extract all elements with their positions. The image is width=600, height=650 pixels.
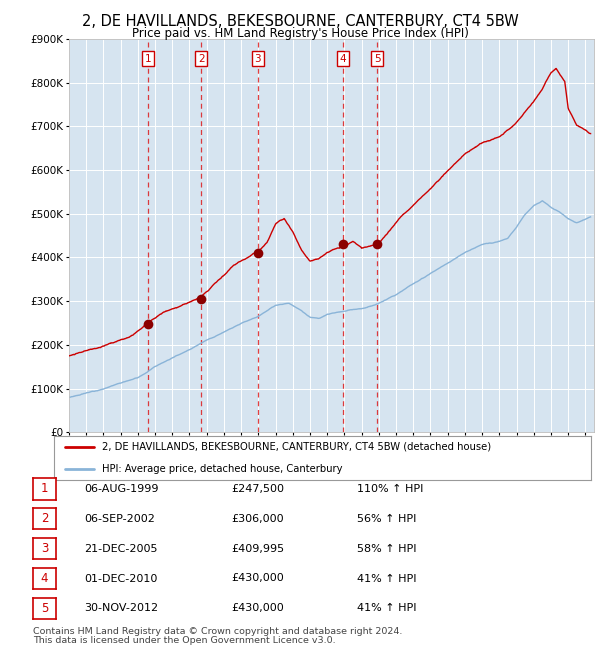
Text: 30-NOV-2012: 30-NOV-2012 bbox=[84, 603, 158, 614]
Text: £430,000: £430,000 bbox=[231, 573, 284, 584]
Text: 06-SEP-2002: 06-SEP-2002 bbox=[84, 514, 155, 524]
Text: 5: 5 bbox=[41, 602, 48, 615]
Text: This data is licensed under the Open Government Licence v3.0.: This data is licensed under the Open Gov… bbox=[33, 636, 335, 645]
Text: £430,000: £430,000 bbox=[231, 603, 284, 614]
Text: 41% ↑ HPI: 41% ↑ HPI bbox=[357, 603, 416, 614]
Text: 06-AUG-1999: 06-AUG-1999 bbox=[84, 484, 158, 494]
Text: Contains HM Land Registry data © Crown copyright and database right 2024.: Contains HM Land Registry data © Crown c… bbox=[33, 627, 403, 636]
Text: 5: 5 bbox=[374, 54, 380, 64]
Text: Price paid vs. HM Land Registry's House Price Index (HPI): Price paid vs. HM Land Registry's House … bbox=[131, 27, 469, 40]
Text: 58% ↑ HPI: 58% ↑ HPI bbox=[357, 543, 416, 554]
Text: 56% ↑ HPI: 56% ↑ HPI bbox=[357, 514, 416, 524]
Text: 1: 1 bbox=[145, 54, 151, 64]
Text: 2: 2 bbox=[41, 512, 48, 525]
Text: 41% ↑ HPI: 41% ↑ HPI bbox=[357, 573, 416, 584]
Text: £247,500: £247,500 bbox=[231, 484, 284, 494]
Text: 4: 4 bbox=[41, 572, 48, 585]
Text: 2, DE HAVILLANDS, BEKESBOURNE, CANTERBURY, CT4 5BW: 2, DE HAVILLANDS, BEKESBOURNE, CANTERBUR… bbox=[82, 14, 518, 29]
Text: 2: 2 bbox=[198, 54, 205, 64]
Text: 3: 3 bbox=[254, 54, 261, 64]
Text: 1: 1 bbox=[41, 482, 48, 495]
Text: £409,995: £409,995 bbox=[231, 543, 284, 554]
Text: 21-DEC-2005: 21-DEC-2005 bbox=[84, 543, 157, 554]
Text: HPI: Average price, detached house, Canterbury: HPI: Average price, detached house, Cant… bbox=[103, 464, 343, 474]
Text: 4: 4 bbox=[340, 54, 346, 64]
Text: 110% ↑ HPI: 110% ↑ HPI bbox=[357, 484, 424, 494]
Text: 01-DEC-2010: 01-DEC-2010 bbox=[84, 573, 157, 584]
Text: 2, DE HAVILLANDS, BEKESBOURNE, CANTERBURY, CT4 5BW (detached house): 2, DE HAVILLANDS, BEKESBOURNE, CANTERBUR… bbox=[103, 442, 491, 452]
Text: 3: 3 bbox=[41, 542, 48, 555]
Text: £306,000: £306,000 bbox=[231, 514, 284, 524]
